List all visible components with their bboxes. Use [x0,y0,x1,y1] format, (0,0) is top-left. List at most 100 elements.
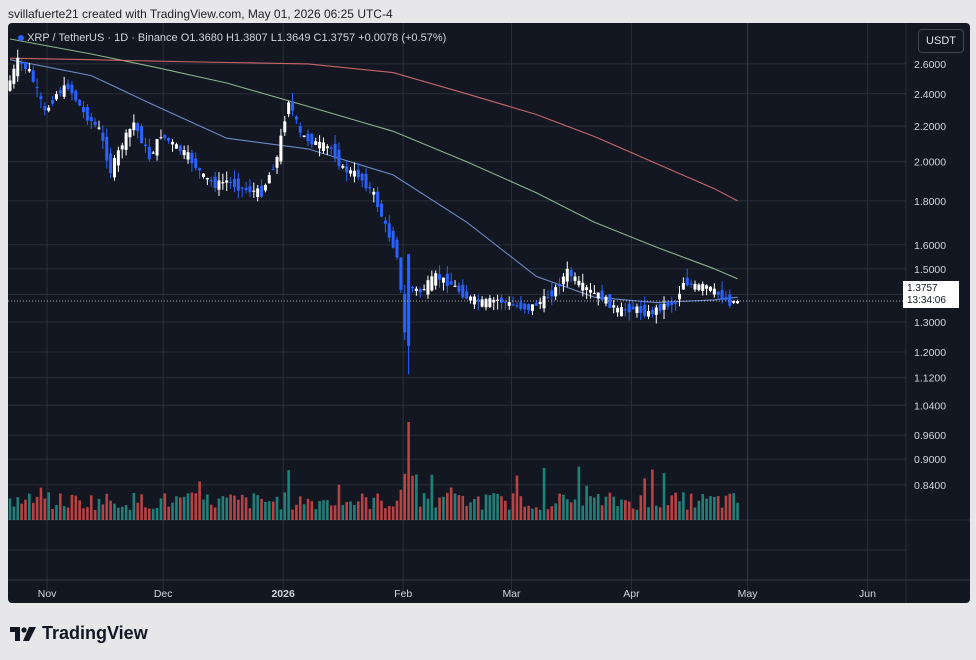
volume-bar [264,501,267,520]
candle-body [414,288,418,291]
candle-body [461,284,465,298]
volume-bar [608,492,612,520]
volume-bar [620,499,623,520]
candle-body [643,304,647,316]
volume-bar [391,506,395,520]
volume-bar [31,502,35,520]
candle-body [229,181,233,183]
candle-body [136,123,140,132]
candle-body [585,287,589,290]
candle-body [476,299,480,302]
volume-bar [78,500,81,520]
volume-bar [380,500,383,520]
candle-body [515,305,519,307]
volume-bar [39,487,43,520]
y-tick-label: 0.8400 [914,480,946,492]
candle-body [395,239,399,258]
y-tick-label: 2.6000 [914,59,946,71]
candle-body [190,153,194,164]
volume-bar [12,506,16,520]
volume-bar [523,506,527,520]
volume-bar [252,493,256,520]
candle-body [534,303,538,306]
volume-bar [573,499,577,520]
candle-body [298,126,302,133]
volume-bar [709,496,712,520]
volume-bar [47,492,50,520]
volume-bar [221,496,225,520]
volume-bar [507,509,511,520]
tradingview-logo[interactable]: TradingView [10,623,148,644]
volume-bar [275,496,279,520]
volume-bar [418,506,422,520]
candle-body [380,203,384,217]
candle-body [523,303,527,310]
candle-body [438,274,442,280]
volume-bar [178,497,182,520]
candle-body [465,291,469,299]
candle-body [74,90,78,101]
candle-body [143,144,147,147]
candle-body [391,230,395,248]
volume-bar [682,492,685,520]
volume-bar [333,505,337,520]
volume-bar [271,501,275,520]
candle-body [209,180,213,182]
candle-body [89,117,93,122]
candle-body [573,276,577,281]
volume-bar [24,499,27,520]
candle-body [283,121,287,133]
volume-bar [198,481,201,520]
candle-body [23,62,27,70]
volume-bar [248,508,252,520]
candle-body [271,168,275,170]
candle-body [484,299,488,308]
volume-bar [360,493,364,520]
candle-body [608,294,612,308]
candle-body [124,132,128,150]
tradingview-logo-icon [10,626,36,641]
volume-bar [120,506,124,520]
candle-body [43,106,47,111]
candle-body [151,152,155,154]
volume-bar [720,507,724,520]
chart-frame[interactable]: 2.6000 2.4000 2.2000 2.0000 1.8000 1.6000 1.50… [8,23,970,603]
candle-body [604,296,608,304]
volume-bar [426,498,430,520]
price-chart-svg[interactable]: 2.6000 2.4000 2.2000 2.0000 1.8000 1.6000 1.50… [8,23,970,603]
volume-bar [314,509,318,520]
legend-symbol[interactable]: XRP / TetherUS · 1D · Binance [27,32,178,44]
candle-body [329,147,333,149]
volume-bar [93,509,97,520]
candle-body [619,306,623,317]
volume-bar [643,478,646,520]
candle-body [662,303,666,310]
volume-bar [105,493,109,520]
candle-body [232,179,236,187]
candle-body [589,289,592,293]
candle-body [325,146,329,149]
volume-bar [97,498,101,520]
candle-body [418,289,422,293]
volume-bar [384,508,387,520]
candle-body [205,177,209,180]
volume-bar [155,507,159,520]
candle-body [39,96,43,99]
candle-body [712,288,716,295]
volume-bar [569,502,573,520]
candle-body [376,191,380,208]
volume-bar [612,496,616,520]
volume-bar [585,485,588,520]
candle-body [581,282,585,291]
volume-bar [411,475,414,520]
volume-bar [531,508,534,520]
volume-bar [415,474,418,520]
volume-bar [51,508,54,520]
y-tick-label: 1.3000 [914,317,946,329]
volume-bar [267,501,271,520]
volume-bar [357,501,360,520]
candle-body [82,107,86,113]
volume-bar [387,505,391,520]
currency-selector-button[interactable]: USDT [918,29,964,53]
volume-bar [407,422,410,520]
